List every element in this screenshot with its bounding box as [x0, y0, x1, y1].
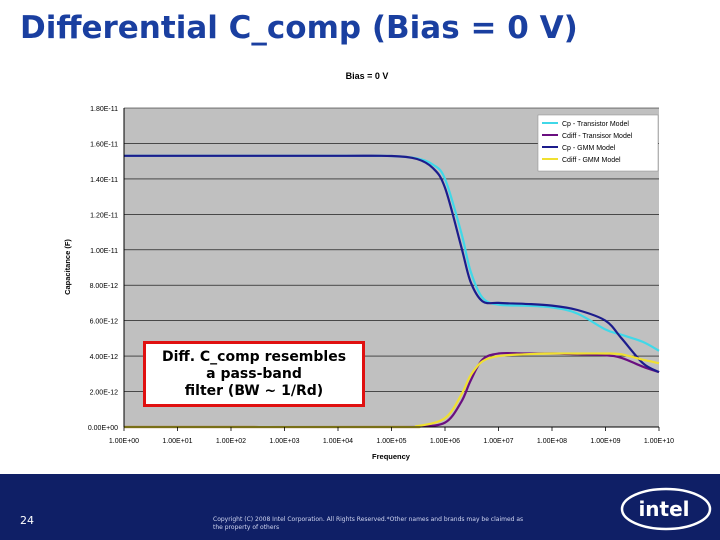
x-tick-label: 1.00E+07 — [483, 438, 513, 445]
y-tick-label: 6.00E-12 — [90, 319, 119, 326]
x-tick-label: 1.00E+02 — [216, 438, 246, 445]
x-axis-label: Frequency — [372, 452, 411, 461]
tick-labels: 0.00E+00 2.00E-12 4.00E-12 6.00E-12 8.00E-12… — [88, 106, 674, 445]
series-line-3 — [124, 154, 660, 374]
y-tick-label: 1.20E-11 — [90, 212, 118, 219]
legend-label: Cdiff - Transisor Model — [562, 133, 633, 140]
y-tick-label: 1.40E-11 — [90, 177, 118, 184]
x-tick-label: 1.00E+04 — [323, 438, 353, 445]
x-tick-label: 1.00E+05 — [376, 438, 406, 445]
x-tick-label: 1.00E+09 — [590, 438, 620, 445]
chart-title: Bias = 0 V — [346, 71, 389, 81]
chart-legend: Cp - Transistor Model Cdiff - Transisor M… — [537, 114, 659, 172]
y-tick-label: 1.80E-11 — [90, 106, 118, 113]
intel-logo: intel — [620, 487, 712, 531]
page-number: 24 — [20, 514, 34, 527]
y-tick-label: 4.00E-12 — [90, 354, 119, 361]
x-tick-label: 1.00E+03 — [269, 438, 299, 445]
copyright-notice: Copyright (C) 2008 Intel Corporation. Al… — [213, 516, 524, 531]
intel-logo-text: intel — [638, 497, 689, 521]
y-tick-label: 1.60E-11 — [90, 141, 118, 148]
legend-label: Cp - Transistor Model — [562, 121, 629, 128]
legend-label: Cdiff - GMM Model — [562, 157, 621, 164]
x-tick-label: 1.00E+01 — [162, 438, 192, 445]
x-tick-label: 1.00E+06 — [430, 438, 460, 445]
y-axis-label: Capacitance (F) — [63, 239, 72, 295]
footer-bar: 24 Copyright (C) 2008 Intel Corporation.… — [0, 474, 720, 540]
legend-label: Cp - GMM Model — [562, 145, 616, 152]
slide-title: Differential C_comp (Bias = 0 V) — [20, 10, 578, 46]
y-tick-label: 2.00E-12 — [90, 390, 119, 397]
y-tick-label: 0.00E+00 — [88, 425, 118, 432]
x-tick-label: 1.00E+08 — [537, 438, 567, 445]
axes — [123, 108, 660, 431]
legend-box — [537, 114, 659, 172]
callout-text: Diff. C_comp resembles a pass-band filte… — [161, 348, 347, 399]
y-tick-label: 1.00E-11 — [90, 248, 118, 255]
y-tick-label: 8.00E-12 — [90, 283, 119, 290]
x-tick-label: 1.00E+00 — [109, 438, 139, 445]
x-tick-label: 1.00E+10 — [644, 438, 674, 445]
callout-box: Diff. C_comp resembles a pass-band filte… — [143, 341, 365, 407]
